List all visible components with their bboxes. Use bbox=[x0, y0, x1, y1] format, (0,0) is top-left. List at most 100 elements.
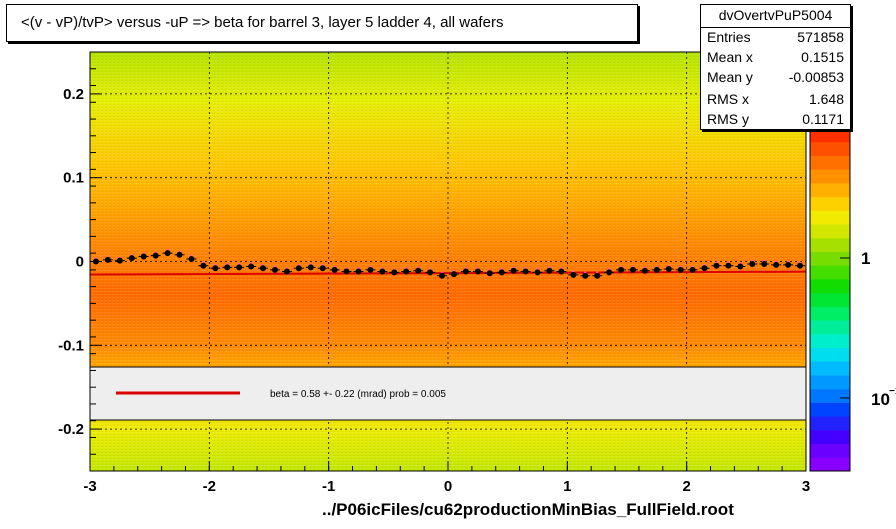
colorbar-cell bbox=[810, 251, 850, 266]
profile-point bbox=[761, 261, 768, 268]
colorbar-cell bbox=[810, 347, 850, 362]
y-tick-label: -0.2 bbox=[58, 421, 84, 438]
profile-point bbox=[797, 262, 804, 269]
profile-point bbox=[164, 250, 171, 257]
colorbar-cell bbox=[810, 306, 850, 321]
profile-point bbox=[224, 264, 231, 271]
profile-point bbox=[618, 266, 625, 273]
profile-point bbox=[319, 265, 326, 272]
profile-point bbox=[689, 266, 696, 273]
profile-point bbox=[379, 268, 386, 275]
stats-value: 0.1515 bbox=[801, 49, 844, 65]
colorbar-cell bbox=[810, 374, 850, 390]
colorbar-label: 10 bbox=[871, 390, 890, 409]
profile-point bbox=[415, 267, 422, 274]
profile-point bbox=[439, 272, 446, 279]
profile-point bbox=[737, 263, 744, 270]
title-box: <(v - vP)/tvP> versus -uP => beta for ba… bbox=[6, 4, 638, 42]
profile-point bbox=[355, 268, 362, 275]
profile-point bbox=[534, 269, 541, 276]
profile-point bbox=[785, 261, 792, 268]
profile-point bbox=[176, 251, 183, 258]
stats-row-entries: Entries 571858 bbox=[707, 29, 844, 49]
y-tick-label: -0.1 bbox=[58, 337, 84, 354]
colorbar-cell bbox=[810, 155, 850, 170]
stats-box: dvOvertvPuP5004 Entries 571858 Mean x 0.… bbox=[700, 4, 851, 130]
colorbar-cell bbox=[810, 182, 850, 198]
profile-point bbox=[725, 262, 732, 269]
x-tick-label: 1 bbox=[563, 478, 571, 495]
colorbar-cell bbox=[810, 278, 850, 294]
colorbar-exponent: −1 bbox=[889, 386, 896, 397]
colorbar-cell bbox=[810, 224, 850, 239]
profile-point bbox=[403, 268, 410, 275]
profile-point bbox=[295, 265, 302, 272]
colorbar-cell bbox=[810, 320, 850, 335]
profile-point bbox=[331, 266, 338, 273]
colorbar-cell bbox=[810, 333, 850, 349]
stats-key: RMS x bbox=[707, 91, 749, 107]
stats-value: 1.648 bbox=[808, 91, 844, 107]
profile-point bbox=[498, 269, 505, 276]
profile-point bbox=[677, 266, 684, 273]
colorbar-cell bbox=[810, 169, 850, 184]
y-tick-label: 0 bbox=[76, 254, 84, 271]
profile-point bbox=[212, 265, 219, 272]
plot-title: <(v - vP)/tvP> versus -uP => beta for ba… bbox=[21, 14, 504, 31]
profile-point bbox=[307, 264, 314, 271]
stats-key: Mean y bbox=[707, 69, 753, 85]
x-tick-label: -2 bbox=[203, 478, 216, 495]
fit-legend-text: beta = 0.58 +- 0.22 (mrad) prob = 0.005 bbox=[270, 389, 446, 400]
profile-point bbox=[546, 267, 553, 274]
profile-point bbox=[713, 262, 720, 269]
profile-point bbox=[104, 256, 111, 263]
profile-point bbox=[283, 268, 290, 275]
y-tick-label: 0.2 bbox=[63, 86, 84, 103]
file-path-footer: ../P06icFiles/cu62productionMinBias_Full… bbox=[322, 500, 734, 519]
fit-line bbox=[89, 270, 807, 276]
colorbar-cell bbox=[810, 429, 850, 445]
profile-point bbox=[606, 269, 613, 276]
stats-value: 571858 bbox=[797, 29, 844, 45]
profile-point bbox=[629, 266, 636, 273]
profile-point bbox=[486, 270, 493, 277]
profile-point bbox=[582, 272, 589, 279]
colorbar-cell bbox=[810, 416, 850, 431]
stats-value: 0.1171 bbox=[802, 111, 844, 127]
profile-point bbox=[749, 261, 756, 268]
profile-point bbox=[260, 265, 267, 272]
profile-point bbox=[248, 263, 255, 270]
colorbar-cell bbox=[810, 141, 850, 156]
profile-point bbox=[427, 269, 434, 276]
colorbar-cell bbox=[810, 237, 850, 252]
profile-point bbox=[200, 262, 207, 269]
stats-name: dvOvertvPuP5004 bbox=[718, 7, 833, 23]
stats-row-rms-y: RMS y 0.1171 bbox=[707, 111, 844, 131]
profile-point bbox=[773, 261, 780, 268]
colorbar-cell bbox=[810, 292, 850, 307]
stats-row-mean-x: Mean x 0.1515 bbox=[707, 49, 844, 69]
colorbar-cell bbox=[810, 388, 850, 403]
colorbar-cell bbox=[810, 265, 850, 280]
y-tick-label: 0.1 bbox=[63, 170, 84, 187]
profile-point bbox=[116, 257, 123, 264]
stats-key: Entries bbox=[707, 29, 751, 45]
colorbar-label: 1 bbox=[861, 249, 870, 268]
stats-value: -0.00853 bbox=[788, 69, 844, 85]
profile-point bbox=[701, 265, 708, 272]
profile-point bbox=[510, 267, 517, 274]
profile-point bbox=[391, 269, 398, 276]
profile-point bbox=[152, 252, 159, 259]
colorbar-cell bbox=[810, 443, 850, 458]
x-tick-label: 2 bbox=[682, 478, 690, 495]
profile-point bbox=[450, 271, 457, 278]
profile-point bbox=[570, 271, 577, 278]
stats-key: RMS y bbox=[707, 111, 749, 127]
profile-point bbox=[188, 255, 195, 262]
profile-point bbox=[665, 266, 672, 273]
colorbar-cell bbox=[810, 196, 850, 211]
colorbar-cell bbox=[810, 361, 850, 376]
x-tick-label: 3 bbox=[802, 478, 810, 495]
